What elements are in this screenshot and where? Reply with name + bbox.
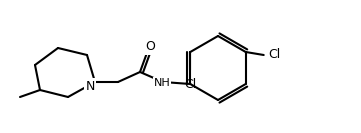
Text: N: N bbox=[85, 80, 95, 92]
Text: Cl: Cl bbox=[269, 49, 281, 61]
Text: NH: NH bbox=[154, 78, 170, 88]
Text: O: O bbox=[145, 41, 155, 53]
Text: Cl: Cl bbox=[184, 78, 196, 91]
